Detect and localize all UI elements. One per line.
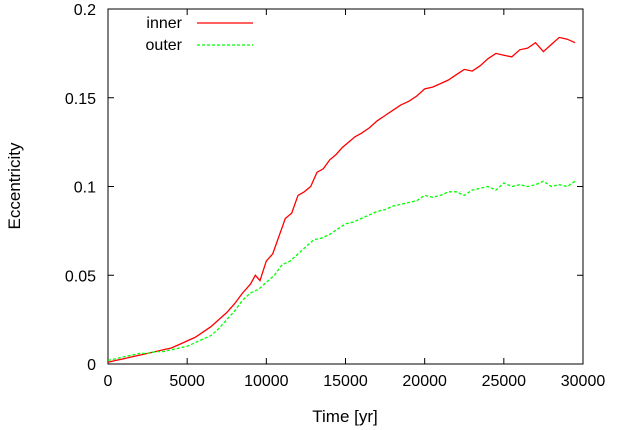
x-tick-label: 15000 bbox=[323, 373, 368, 390]
plot-frame bbox=[107, 8, 584, 365]
y-axis-title: Eccentricity bbox=[5, 142, 24, 229]
axis-tick-labels: 0 5000 10000 15000 20000 25000 30000 0 0.05 0.1 0.… bbox=[65, 2, 605, 390]
series-line-inner bbox=[107, 36, 576, 363]
x-tick-label: 20000 bbox=[402, 373, 447, 390]
legend-label-inner: inner bbox=[146, 15, 182, 32]
y-tick-label: 0.2 bbox=[74, 2, 96, 19]
y-tick-label: 0 bbox=[87, 357, 96, 374]
legend-label-outer: outer bbox=[146, 37, 183, 54]
legend: inner outer bbox=[146, 15, 253, 54]
y-tick-label: 0.1 bbox=[74, 180, 96, 197]
axis-ticks bbox=[107, 8, 584, 365]
x-tick-label: 5000 bbox=[169, 373, 205, 390]
x-axis-title: Time [yr] bbox=[312, 407, 377, 426]
y-tick-label: 0.05 bbox=[65, 268, 96, 285]
y-tick-label: 0.15 bbox=[65, 91, 96, 108]
series-layer bbox=[107, 36, 576, 363]
x-tick-label: 0 bbox=[104, 373, 113, 390]
x-tick-label: 30000 bbox=[561, 373, 606, 390]
x-tick-label: 25000 bbox=[482, 373, 527, 390]
series-line-outer bbox=[107, 180, 576, 362]
x-tick-label: 10000 bbox=[244, 373, 289, 390]
